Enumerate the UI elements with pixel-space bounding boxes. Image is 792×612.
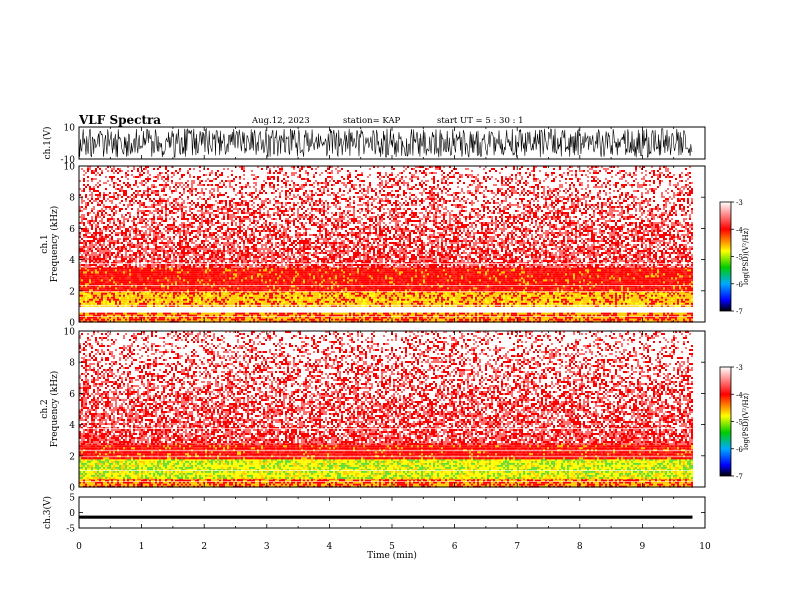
colorbar-2-tick-4: -7 <box>736 473 743 481</box>
ytick-label-p3-3: 6 <box>69 390 75 400</box>
xtick-label-8: 8 <box>577 542 583 552</box>
colorbar-2 <box>720 367 731 476</box>
ylabel-p1: ch.1(V) <box>42 127 53 160</box>
ytick-label-p2-3: 6 <box>69 225 75 235</box>
ytick-label-p3-0: 0 <box>69 484 75 494</box>
ytick-label-p2-4: 8 <box>69 194 75 204</box>
colorbar-1-tick-4: -7 <box>736 308 743 316</box>
xtick-label-3: 3 <box>264 542 270 552</box>
ylabel-p3-line2: Frequency (kHz) <box>49 371 60 448</box>
ytick-label-p1-0: 10 <box>64 124 76 134</box>
colorbar-1-label: log(PSD)(V²/Hz) <box>742 228 750 285</box>
xtick-label-0: 0 <box>76 542 82 552</box>
xtick-label-9: 9 <box>640 542 646 552</box>
ytick-label-p4-2: -5 <box>66 525 75 535</box>
ylabel-p4: ch.3(V) <box>42 496 53 529</box>
ytick-label-p2-1: 2 <box>69 287 75 297</box>
colorbar-2-tick-0: -3 <box>736 364 743 372</box>
ytick-label-p3-1: 2 <box>69 452 75 462</box>
ytick-label-p4-0: 5 <box>69 494 75 504</box>
xtick-label-2: 2 <box>201 542 207 552</box>
ylabel-p3-line1: ch.2 <box>40 399 50 418</box>
ytick-label-p3-2: 4 <box>69 421 75 431</box>
xtick-label-1: 1 <box>139 542 145 552</box>
ylabel-p2-line2: Frequency (kHz) <box>49 206 60 283</box>
colorbar-1-tick-0: -3 <box>736 199 743 207</box>
ytick-label-p3-4: 8 <box>69 359 75 369</box>
ylabel-p2-line1: ch.1 <box>40 234 50 253</box>
ytick-label-p4-1: 0 <box>69 509 75 519</box>
x-axis-label: Time (min) <box>367 550 417 561</box>
colorbar-1 <box>720 202 731 311</box>
ytick-label-p2-2: 4 <box>69 256 75 266</box>
colorbar-2-label: log(PSD)(V²/Hz) <box>742 393 750 450</box>
xtick-label-4: 4 <box>327 542 333 552</box>
ytick-label-p2-5: 10 <box>64 163 76 173</box>
panel-frame-4 <box>79 497 705 528</box>
ytick-label-p3-5: 10 <box>64 328 76 338</box>
xtick-label-6: 6 <box>452 542 458 552</box>
xtick-label-10: 10 <box>699 542 711 552</box>
vlf-figure: 10-10ch.1(V)0246810ch.1 Frequency (kHz)02… <box>0 0 792 612</box>
ch1-waveform <box>79 129 692 158</box>
ch3-waveform <box>79 516 692 519</box>
xtick-label-7: 7 <box>514 542 520 552</box>
